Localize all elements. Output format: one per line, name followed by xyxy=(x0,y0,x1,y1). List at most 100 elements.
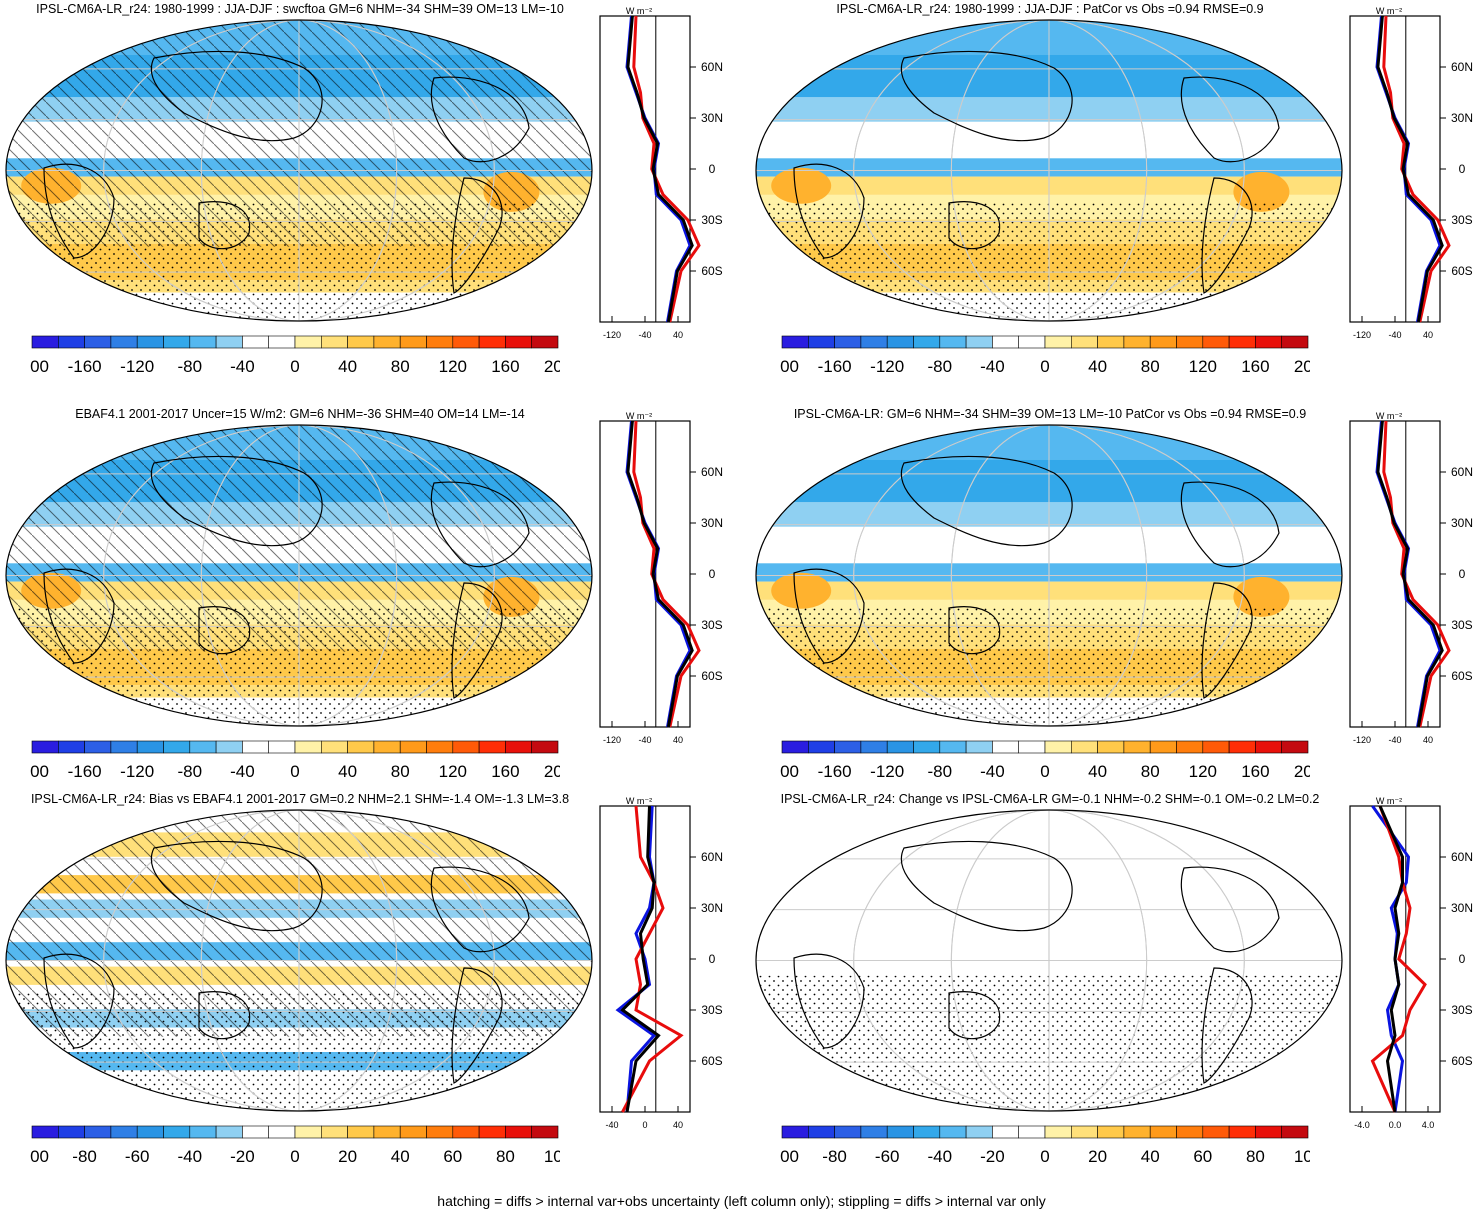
colorbar-swatch xyxy=(189,335,217,349)
coastline xyxy=(451,582,503,699)
colorbar-swatch xyxy=(1281,335,1309,349)
coastline xyxy=(198,991,251,1040)
colorbar-label: 160 xyxy=(1241,357,1269,376)
colorbar-swatch xyxy=(860,740,888,754)
colorbar-swatch xyxy=(452,1125,480,1139)
panel-title: IPSL-CM6A-LR: GM=6 NHM=-34 SHM=39 OM=13 … xyxy=(793,407,1307,421)
x-tick-label: -40 xyxy=(638,330,651,340)
x-tick-label: -40 xyxy=(1388,735,1401,745)
zonal-line-1 xyxy=(1371,805,1411,1113)
colorbar-swatch xyxy=(1202,1125,1230,1139)
lat-label: 0 xyxy=(1459,162,1466,176)
lat-label: 60N xyxy=(1451,850,1473,864)
colorbar-swatch xyxy=(294,740,322,754)
map-border xyxy=(755,424,1343,727)
lat-label: 30S xyxy=(701,1003,722,1017)
x-tick-label: 4.0 xyxy=(1422,1120,1435,1130)
colorbar-label: -200 xyxy=(30,762,49,781)
colorbar-swatch xyxy=(1281,1125,1309,1139)
lat-label: 60S xyxy=(1451,669,1472,683)
colorbar-swatch xyxy=(320,335,348,349)
colorbar-label: 200 xyxy=(544,762,560,781)
colorbar-label: -120 xyxy=(120,357,154,376)
lat-label: 30N xyxy=(1451,901,1473,915)
panel-title: EBAF4.1 2001-2017 Uncer=15 W/m2: GM=6 NH… xyxy=(75,407,525,421)
colorbar-swatch xyxy=(939,335,967,349)
zonal-line-3 xyxy=(1376,420,1444,728)
colorbar-swatch xyxy=(347,1125,375,1139)
lat-label: 60N xyxy=(701,465,723,479)
lat-label: 30N xyxy=(1451,111,1473,125)
unit-label: W m⁻² xyxy=(1376,6,1402,16)
colorbar: -100 -80 -60 -40 -20 0 20 40 60 80 100 xyxy=(780,1125,1310,1166)
colorbar-swatch xyxy=(478,335,506,349)
colorbar-swatch xyxy=(1123,335,1151,349)
lat-label: 0 xyxy=(1459,567,1466,581)
map-border xyxy=(755,809,1343,1112)
colorbar-swatch xyxy=(31,740,59,754)
colorbar-swatch xyxy=(242,1125,269,1139)
colorbar: -200 -160 -120 -80 -40 0 40 80 120 160 200 xyxy=(780,740,1310,781)
colorbar-swatch xyxy=(215,740,243,754)
footnote: hatching = diffs > internal var+obs unce… xyxy=(437,1193,1046,1209)
colorbar-swatch xyxy=(860,335,888,349)
map-panel-5: IPSL-CM6A-LR_r24: Bias vs EBAF4.1 2001-2… xyxy=(0,790,740,1190)
colorbar-label: 200 xyxy=(1294,762,1310,781)
lat-label: 30N xyxy=(701,901,723,915)
zonal-mean-plot: W m⁻² 60N 30N 0 30S 60S -120 -40 40 xyxy=(599,6,723,340)
colorbar-label: 40 xyxy=(338,762,357,781)
colorbar-swatch xyxy=(163,740,191,754)
colorbar-label: 120 xyxy=(439,357,467,376)
x-tick-label: -120 xyxy=(603,735,621,745)
colorbar-swatch xyxy=(57,1125,85,1139)
x-tick-label: 0 xyxy=(642,1120,647,1130)
colorbar-label: -80 xyxy=(178,357,203,376)
unit-label: W m⁻² xyxy=(626,411,652,421)
colorbar-label: 100 xyxy=(1294,1147,1310,1166)
zonal-line-3 xyxy=(626,15,694,323)
colorbar-swatch xyxy=(478,740,506,754)
meridian xyxy=(950,20,1148,321)
colorbar-swatch xyxy=(320,740,348,754)
coastline xyxy=(1180,76,1280,163)
panel-title: IPSL-CM6A-LR_r24: 1980-1999 : JJA-DJF : … xyxy=(836,2,1264,16)
coastline xyxy=(198,606,251,655)
x-tick-label: 40 xyxy=(673,330,683,340)
colorbar-label: 60 xyxy=(1193,1147,1212,1166)
colorbar-swatch xyxy=(965,740,993,754)
colorbar-label: 160 xyxy=(1241,762,1269,781)
x-tick-label: -40 xyxy=(1388,330,1401,340)
coastline xyxy=(1180,866,1280,953)
colorbar-label: -40 xyxy=(178,1147,203,1166)
meridian xyxy=(103,425,495,726)
colorbar-label: -120 xyxy=(870,357,904,376)
colorbar-label: 80 xyxy=(391,357,410,376)
colorbar-swatch xyxy=(1018,335,1046,349)
colorbar-swatch xyxy=(373,1125,401,1139)
x-tick-label: -120 xyxy=(1353,735,1371,745)
colorbar-label: 80 xyxy=(1246,1147,1265,1166)
colorbar-swatch xyxy=(834,1125,862,1139)
colorbar-swatch xyxy=(57,335,85,349)
colorbar-label: -80 xyxy=(928,762,953,781)
lat-label: 60N xyxy=(701,850,723,864)
lat-label: 30S xyxy=(701,618,722,632)
colorbar-swatch xyxy=(84,335,112,349)
zonal-line-3 xyxy=(626,420,694,728)
colorbar-swatch xyxy=(1097,740,1125,754)
coastline xyxy=(150,840,323,932)
lat-label: 30N xyxy=(701,111,723,125)
colorbar-swatch xyxy=(1255,1125,1282,1139)
zonal-mean-plot: W m⁻² 60N 30N 0 30S 60S -120 -40 40 xyxy=(1349,411,1473,745)
meridian xyxy=(950,810,1148,1111)
x-tick-label: 40 xyxy=(1423,330,1433,340)
panel-title: IPSL-CM6A-LR_r24: 1980-1999 : JJA-DJF : … xyxy=(36,2,564,16)
colorbar-swatch xyxy=(1176,740,1204,754)
coastline xyxy=(430,76,530,163)
colorbar-swatch xyxy=(320,1125,348,1139)
colorbar-label: 80 xyxy=(496,1147,515,1166)
lat-label: 0 xyxy=(709,567,716,581)
color-patch xyxy=(771,167,832,204)
colorbar-swatch xyxy=(1255,740,1282,754)
colorbar-swatch xyxy=(373,740,401,754)
